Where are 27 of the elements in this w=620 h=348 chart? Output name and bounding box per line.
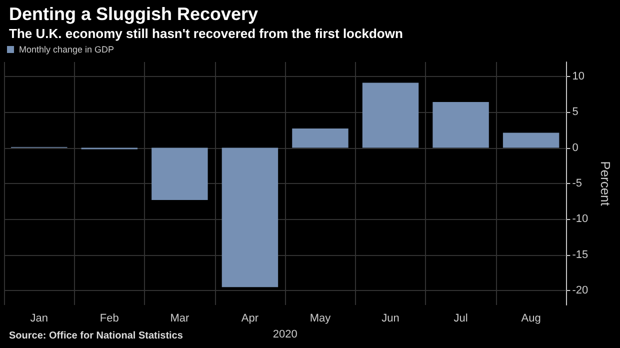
y-tick-label: 0	[572, 142, 578, 154]
bar	[222, 148, 278, 288]
x-tick-label: Feb	[100, 312, 119, 324]
bar	[362, 82, 419, 148]
x-tick-label: Jun	[382, 312, 400, 324]
y-tick-label: -10	[572, 213, 588, 226]
y-tick-label: -20	[572, 284, 588, 297]
bar	[152, 148, 208, 200]
x-axis-title: 2020	[272, 328, 298, 340]
bar	[292, 128, 348, 148]
x-tick-label: Mar	[170, 312, 190, 324]
x-tick-label: Jul	[454, 312, 468, 324]
y-tick-label: 10	[572, 70, 584, 82]
x-tick-label: Aug	[521, 312, 541, 324]
legend-label: Monthly change in GDP	[19, 44, 114, 54]
x-tick-label: Apr	[241, 312, 259, 324]
chart-title: Denting a Sluggish Recovery	[9, 4, 258, 24]
y-tick-label: 5	[572, 106, 578, 118]
bar	[502, 132, 560, 148]
y-axis-title: Percent	[598, 161, 613, 206]
bar	[432, 102, 489, 148]
chart-subtitle: The U.K. economy still hasn't recovered from the first lockdown	[9, 26, 403, 41]
x-tick-label: Jan	[30, 312, 48, 324]
y-tick-label: -15	[572, 248, 588, 261]
x-tick-label: May	[310, 312, 332, 324]
y-tick-label: -5	[572, 178, 582, 190]
source-note: Source: Office for National Statistics	[9, 330, 184, 342]
